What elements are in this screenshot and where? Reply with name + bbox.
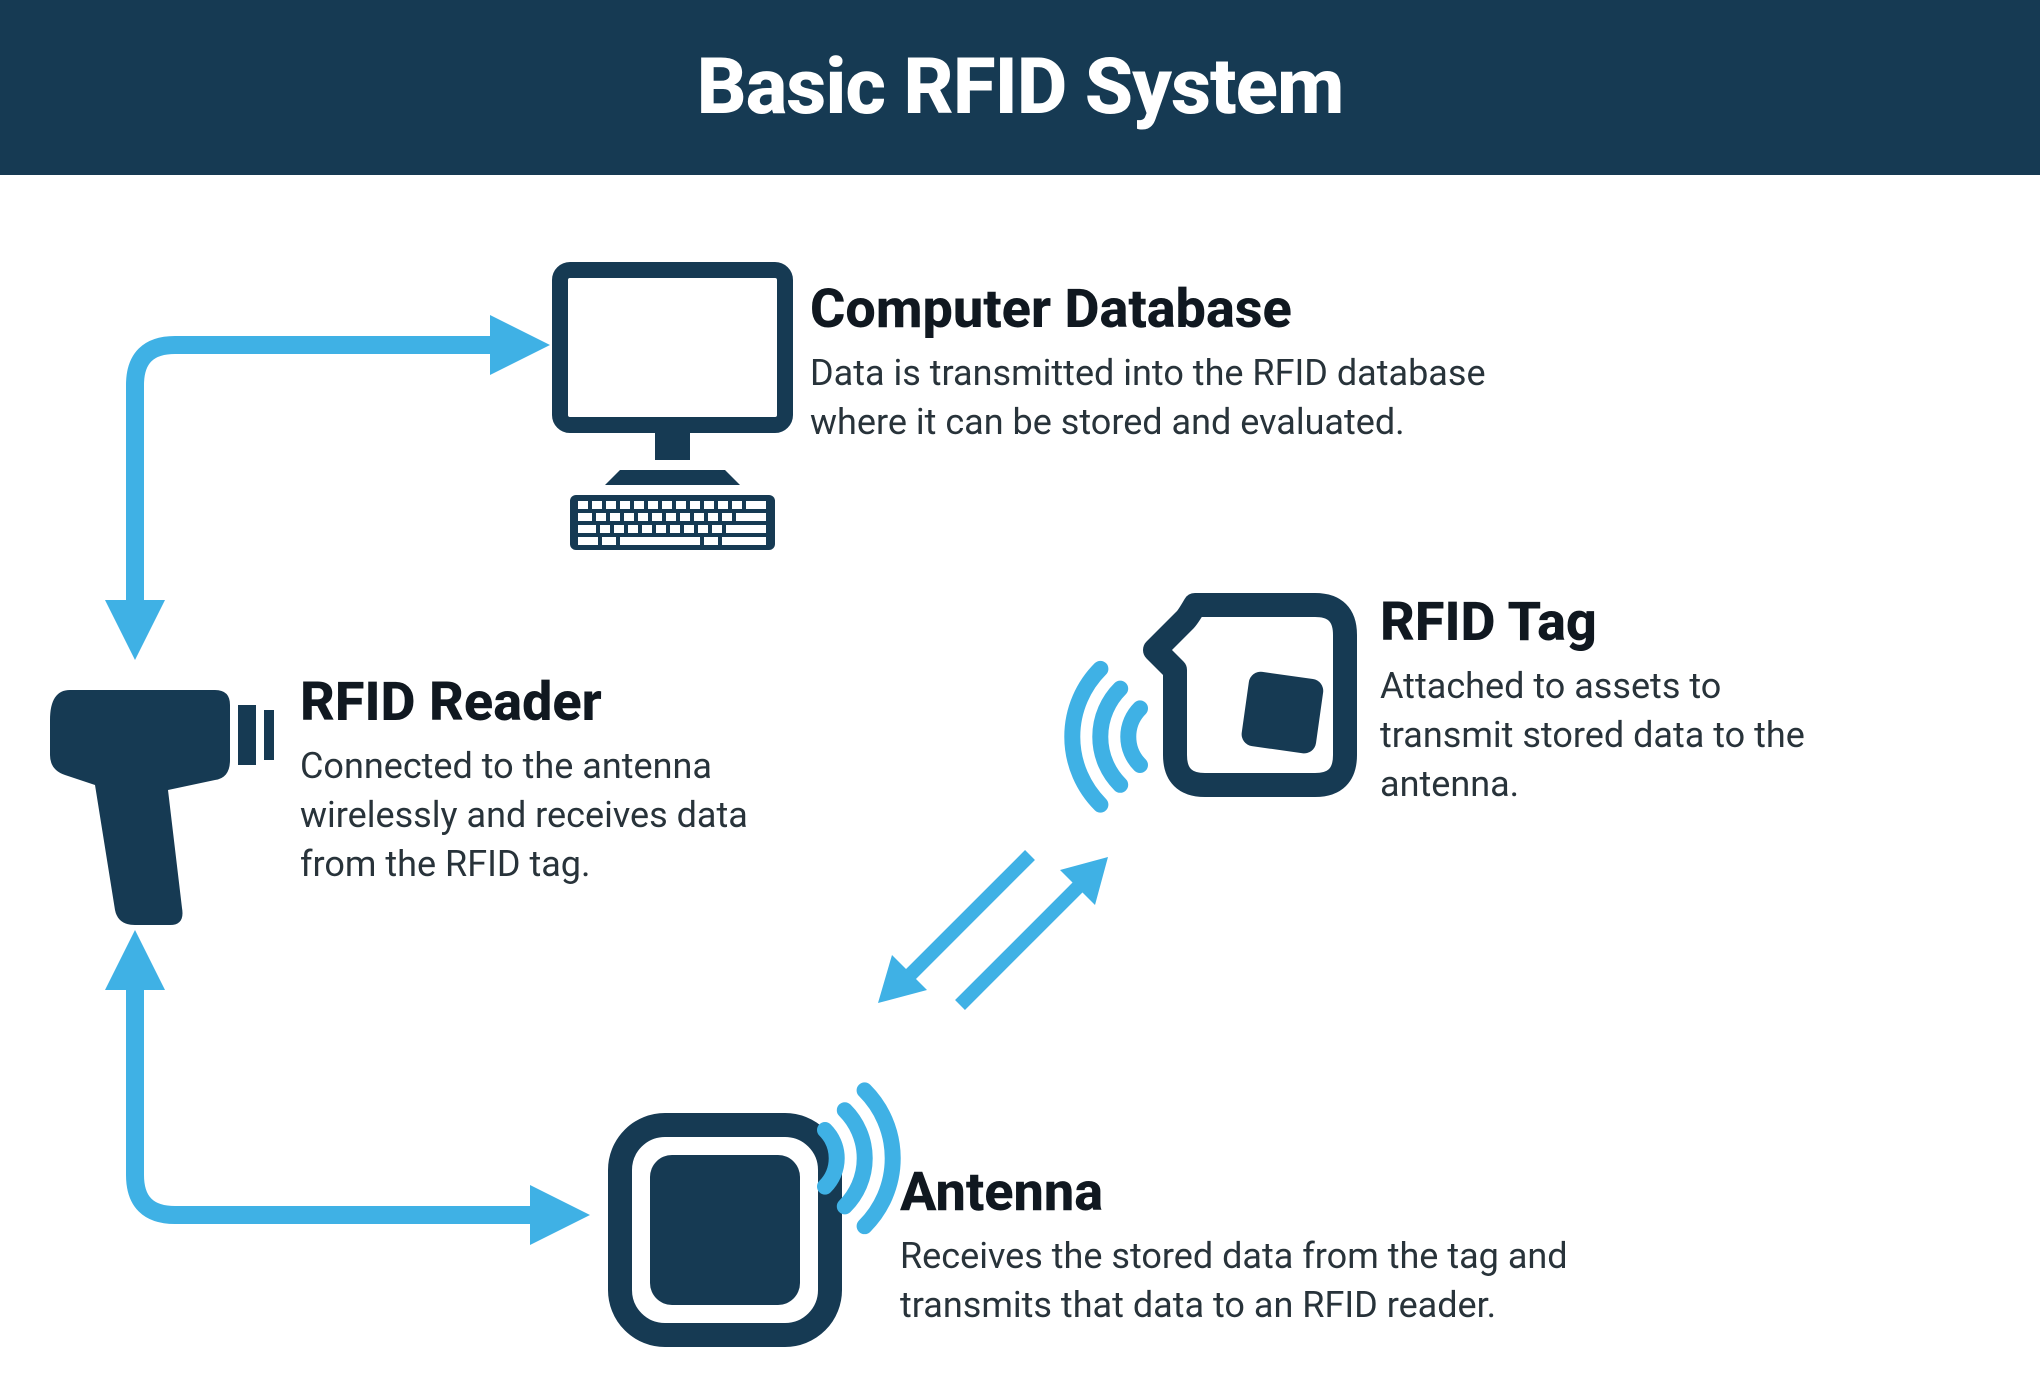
node-antenna-text: Antenna Receives the stored data from th…	[900, 1163, 1620, 1330]
antenna-title: Antenna	[900, 1163, 1620, 1222]
page-title: Basic RFID System	[697, 42, 1344, 133]
tag-title: RFID Tag	[1380, 593, 1860, 652]
header: Basic RFID System	[0, 0, 2040, 175]
node-database-text: Computer Database Data is transmitted in…	[810, 280, 1490, 447]
antenna-icon	[620, 1090, 932, 1335]
tag-desc: Attached to assets to transmit stored da…	[1380, 662, 1860, 808]
reader-title: RFID Reader	[300, 673, 780, 732]
arrow-reader-db	[105, 315, 550, 660]
node-reader-text: RFID Reader Connected to the antenna wir…	[300, 673, 780, 888]
arrow-antenna-tag	[878, 855, 1108, 1005]
scanner-icon	[50, 690, 274, 925]
diagram-canvas: Computer Database Data is transmitted in…	[0, 175, 2040, 1397]
arrow-reader-antenna	[105, 930, 590, 1245]
reader-desc: Connected to the antenna wirelessly and …	[300, 742, 780, 888]
node-tag-text: RFID Tag Attached to assets to transmit …	[1380, 593, 1860, 808]
database-title: Computer Database	[810, 280, 1490, 339]
rfid-tag-icon	[1033, 605, 1345, 805]
computer-icon	[560, 270, 785, 550]
antenna-desc: Receives the stored data from the tag an…	[900, 1232, 1620, 1329]
database-desc: Data is transmitted into the RFID databa…	[810, 349, 1490, 446]
